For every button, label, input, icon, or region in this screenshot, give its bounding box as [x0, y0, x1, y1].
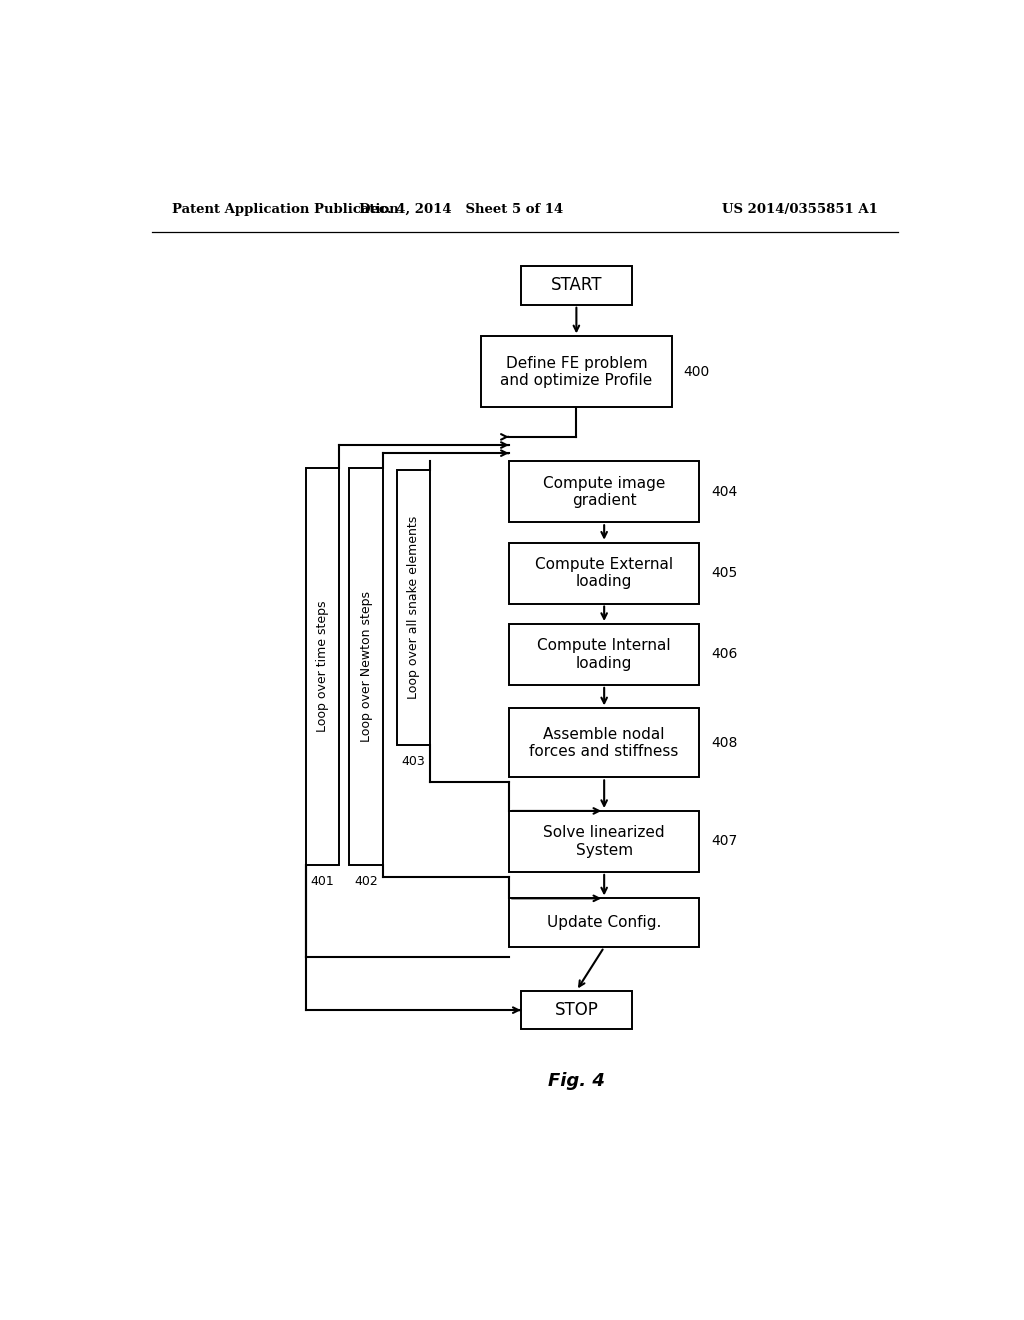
Bar — [349, 469, 383, 865]
Text: 406: 406 — [712, 647, 737, 661]
Text: Loop over time steps: Loop over time steps — [316, 601, 329, 733]
Bar — [509, 899, 699, 948]
Bar — [521, 267, 632, 305]
Text: 408: 408 — [712, 735, 737, 750]
Text: 401: 401 — [310, 875, 334, 888]
Bar — [509, 709, 699, 777]
Text: 402: 402 — [354, 875, 378, 888]
Bar — [509, 461, 699, 523]
Bar — [509, 810, 699, 873]
Text: 403: 403 — [401, 755, 425, 768]
Text: 407: 407 — [712, 834, 737, 849]
Bar — [521, 991, 632, 1030]
Text: Compute image
gradient: Compute image gradient — [543, 475, 666, 508]
Text: Dec. 4, 2014   Sheet 5 of 14: Dec. 4, 2014 Sheet 5 of 14 — [359, 203, 563, 215]
Text: Fig. 4: Fig. 4 — [548, 1072, 605, 1090]
Text: Loop over all snake elements: Loop over all snake elements — [408, 516, 420, 700]
Text: Patent Application Publication: Patent Application Publication — [172, 203, 398, 215]
Bar — [509, 624, 699, 685]
Text: Define FE problem
and optimize Profile: Define FE problem and optimize Profile — [501, 355, 652, 388]
Text: US 2014/0355851 A1: US 2014/0355851 A1 — [722, 203, 878, 215]
Text: Solve linearized
System: Solve linearized System — [544, 825, 665, 858]
Text: STOP: STOP — [554, 1001, 598, 1019]
Text: Update Config.: Update Config. — [547, 915, 662, 931]
Bar — [397, 470, 430, 744]
Text: Loop over Newton steps: Loop over Newton steps — [359, 591, 373, 742]
Text: 404: 404 — [712, 484, 737, 499]
Text: START: START — [551, 276, 602, 294]
Bar — [509, 543, 699, 603]
Text: 400: 400 — [684, 364, 710, 379]
Text: Compute External
loading: Compute External loading — [536, 557, 673, 589]
Text: Assemble nodal
forces and stiffness: Assemble nodal forces and stiffness — [529, 726, 679, 759]
Bar — [481, 337, 672, 408]
Text: 405: 405 — [712, 566, 737, 579]
Bar — [306, 469, 339, 865]
Text: Compute Internal
loading: Compute Internal loading — [538, 638, 671, 671]
